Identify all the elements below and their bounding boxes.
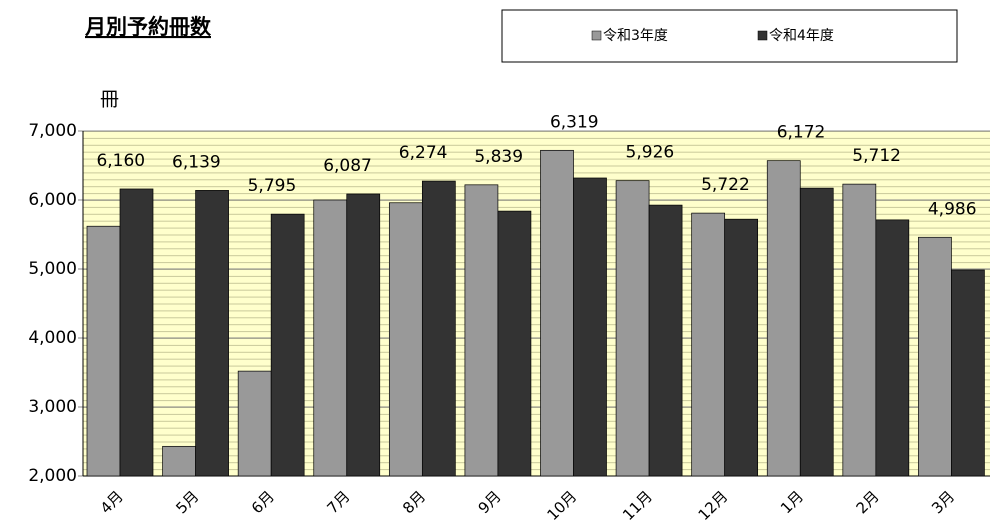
value-label: 6,087 bbox=[323, 156, 372, 176]
bar bbox=[842, 183, 877, 477]
bar bbox=[162, 445, 196, 477]
bar bbox=[237, 370, 272, 477]
value-label: 5,795 bbox=[248, 176, 297, 196]
value-label: 6,139 bbox=[172, 152, 221, 172]
bar bbox=[86, 225, 121, 477]
bar bbox=[195, 190, 229, 477]
bar bbox=[464, 184, 499, 477]
legend-label: 令和4年度 bbox=[769, 28, 834, 44]
bar bbox=[540, 149, 574, 477]
x-tick-label: 11月 bbox=[619, 487, 656, 524]
x-tick-label: 10月 bbox=[543, 487, 580, 524]
bar bbox=[573, 177, 607, 477]
legend-swatch bbox=[757, 30, 768, 41]
x-tick-label: 4月 bbox=[97, 487, 127, 517]
value-label: 4,986 bbox=[928, 199, 977, 219]
x-tick-label: 6月 bbox=[248, 487, 278, 517]
y-tick-label: 6,000 bbox=[28, 190, 77, 210]
bar bbox=[951, 269, 985, 477]
bar bbox=[875, 219, 910, 477]
bar bbox=[799, 187, 834, 477]
value-label: 5,839 bbox=[474, 147, 523, 167]
y-tick-label: 7,000 bbox=[28, 121, 77, 141]
bar bbox=[918, 236, 952, 477]
bar bbox=[388, 202, 423, 477]
value-label: 6,274 bbox=[399, 143, 448, 163]
y-axis-label: 冊 bbox=[100, 89, 119, 111]
x-tick-label: 3月 bbox=[928, 487, 958, 517]
y-tick-label: 5,000 bbox=[28, 259, 77, 279]
value-label: 5,926 bbox=[626, 143, 675, 163]
value-label: 5,712 bbox=[852, 146, 901, 166]
value-label: 6,160 bbox=[96, 151, 145, 171]
bar bbox=[691, 212, 726, 477]
bar bbox=[766, 160, 801, 477]
y-tick-label: 4,000 bbox=[28, 328, 77, 348]
bar bbox=[615, 180, 650, 477]
x-tick-label: 5月 bbox=[172, 487, 202, 517]
y-tick-label: 2,000 bbox=[28, 466, 77, 486]
bar bbox=[497, 210, 532, 477]
x-tick-label: 7月 bbox=[323, 487, 353, 517]
value-label: 6,172 bbox=[777, 123, 826, 143]
x-tick-label: 2月 bbox=[853, 487, 883, 517]
bar bbox=[346, 193, 381, 477]
x-tick-label: 9月 bbox=[475, 487, 505, 517]
x-tick-label: 1月 bbox=[777, 487, 807, 517]
x-tick-label: 12月 bbox=[695, 487, 732, 524]
legend-label: 令和3年度 bbox=[603, 28, 668, 44]
value-label: 5,722 bbox=[701, 175, 750, 195]
bar bbox=[270, 213, 305, 477]
bar bbox=[313, 199, 348, 477]
y-tick-label: 3,000 bbox=[28, 397, 77, 417]
bar bbox=[421, 180, 456, 477]
bar bbox=[119, 188, 154, 477]
value-label: 6,319 bbox=[550, 112, 599, 132]
plot-area bbox=[83, 131, 990, 476]
legend-box bbox=[501, 9, 958, 63]
chart-title: 月別予約冊数 bbox=[84, 15, 212, 39]
x-tick-label: 8月 bbox=[399, 487, 429, 517]
bar bbox=[648, 204, 683, 477]
legend-swatch bbox=[591, 30, 602, 41]
bar bbox=[724, 218, 759, 477]
